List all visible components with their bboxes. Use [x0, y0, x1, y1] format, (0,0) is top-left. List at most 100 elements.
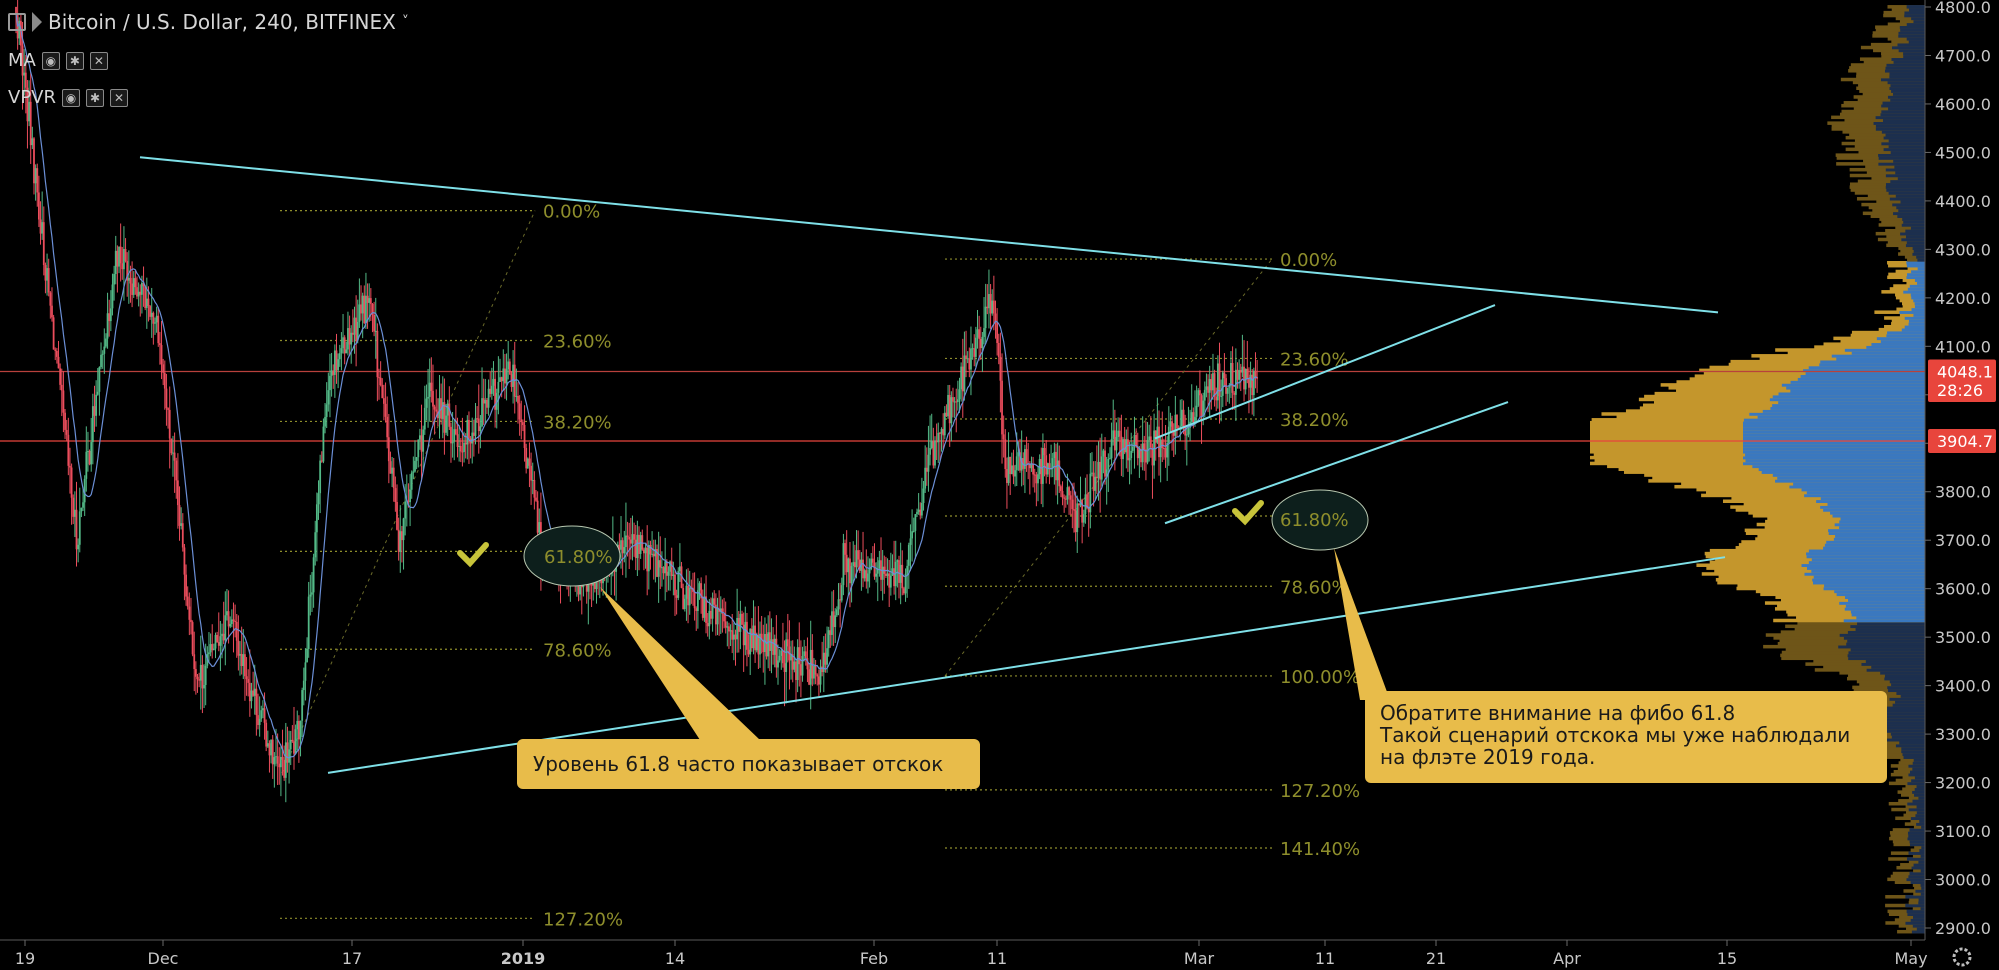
candle-body	[714, 604, 717, 625]
trendline	[327, 556, 1726, 774]
candle-body	[69, 465, 71, 468]
volume-bar-up	[1901, 327, 1930, 332]
volume-bar-up	[1903, 54, 1930, 59]
collapse-icon[interactable]	[8, 13, 26, 31]
candle-body	[450, 426, 452, 444]
candle-body	[508, 361, 511, 375]
volume-bar-up	[1804, 572, 1930, 576]
candle-body	[1107, 459, 1110, 470]
eye-icon[interactable]: ◉	[41, 51, 60, 70]
volume-bar-up	[1909, 828, 1930, 832]
candle-body	[1024, 449, 1026, 469]
candle-body	[759, 633, 761, 655]
volume-bar-up	[1900, 28, 1930, 32]
candle-body	[1020, 458, 1023, 471]
annotations[interactable]: 61.80% 61.80% Уровень 61.8 часто показывае…	[457, 489, 1887, 789]
volume-bar-up	[1743, 438, 1930, 442]
volume-bar-up	[1812, 578, 1930, 582]
candle-body	[263, 708, 266, 723]
volume-bar-up	[1916, 822, 1930, 826]
indicator-ma-label[interactable]: MA	[8, 50, 36, 71]
candle-body	[801, 656, 804, 676]
price-tick-label: 2900.0	[1935, 919, 1991, 938]
candle-body	[886, 573, 889, 576]
volume-bar-up	[1824, 583, 1930, 588]
volume-bar-up	[1905, 243, 1930, 248]
volume-bar-up	[1905, 229, 1930, 233]
volume-bar-up	[1847, 639, 1930, 643]
candle-body	[495, 392, 498, 410]
candle-body	[461, 451, 464, 453]
fib-level-label: 127.20%	[1280, 781, 1360, 802]
time-tick-label: 15	[1717, 949, 1737, 968]
candle-body	[1171, 421, 1173, 432]
volume-bar-up	[1898, 34, 1930, 38]
volume-bar-up	[1743, 444, 1930, 448]
time-tick-label: 11	[987, 949, 1007, 968]
candle-body	[208, 652, 210, 655]
volume-bar-up	[1772, 394, 1930, 399]
candle-body	[108, 313, 111, 322]
volume-bar-up	[1873, 121, 1930, 125]
candle-body	[459, 445, 462, 452]
close-icon[interactable]: ✕	[89, 51, 108, 70]
candle-body	[185, 574, 187, 597]
volume-bar-up	[1908, 319, 1930, 323]
candle-body	[938, 432, 941, 434]
candle-body	[912, 530, 915, 532]
candle-body	[307, 596, 310, 650]
volume-bar-up	[1881, 103, 1930, 108]
volume-bar-up	[1813, 580, 1930, 585]
gear-icon[interactable]: ✱	[65, 51, 84, 70]
time-axis-bg	[0, 940, 1999, 970]
candle-body	[857, 550, 860, 560]
candle-body	[119, 246, 122, 264]
indicator-vpvr-label[interactable]: VPVR	[8, 87, 56, 108]
gear-icon[interactable]: ✱	[86, 88, 104, 107]
volume-bar-up	[1880, 77, 1930, 82]
candle-body	[796, 647, 799, 681]
eye-icon[interactable]: ◉	[62, 88, 80, 107]
price-tick-label: 4400.0	[1935, 192, 1991, 211]
volume-bar-up	[1890, 732, 1930, 736]
volume-bar-up	[1911, 269, 1930, 274]
volume-bar-up	[1745, 458, 1930, 463]
volume-bar-up	[1902, 752, 1930, 757]
candle-body	[755, 634, 758, 651]
candle-body	[77, 544, 80, 550]
volume-bar-up	[1885, 167, 1930, 172]
candle-body	[489, 388, 492, 394]
candle-body	[95, 394, 98, 416]
close-icon[interactable]: ✕	[110, 88, 128, 107]
candle-body	[981, 336, 984, 349]
chevron-down-icon[interactable]: ˅	[401, 14, 409, 30]
candle-body	[1117, 430, 1120, 437]
candle-body	[504, 368, 506, 384]
candle-body	[278, 763, 281, 768]
volume-bar-up	[1808, 560, 1930, 565]
volume-bar-up	[1793, 482, 1930, 486]
candle-body	[167, 408, 169, 410]
candle-body	[481, 398, 483, 427]
symbol-title[interactable]: Bitcoin / U.S. Dollar, 240, BITFINEX	[48, 10, 396, 34]
candle-body	[1233, 392, 1236, 395]
candle-body	[744, 621, 747, 646]
volume-bar-up	[1824, 543, 1930, 547]
candle-body	[214, 634, 217, 649]
trendlines[interactable]	[139, 156, 1726, 774]
candle-body	[335, 350, 338, 371]
candle-body	[70, 467, 73, 498]
candle-body	[222, 633, 225, 641]
volume-bar-up	[1912, 790, 1930, 794]
candle-body	[98, 367, 101, 392]
candle-body	[963, 355, 966, 392]
candle-body	[842, 543, 845, 586]
candle-body	[1130, 450, 1133, 459]
time-tick-label: Feb	[860, 949, 888, 968]
candle-body	[1140, 449, 1142, 463]
fib-diagonal	[944, 258, 1273, 677]
candle-body	[1154, 430, 1157, 443]
volume-bar-up	[1914, 793, 1930, 797]
volume-bar-up	[1911, 865, 1930, 870]
